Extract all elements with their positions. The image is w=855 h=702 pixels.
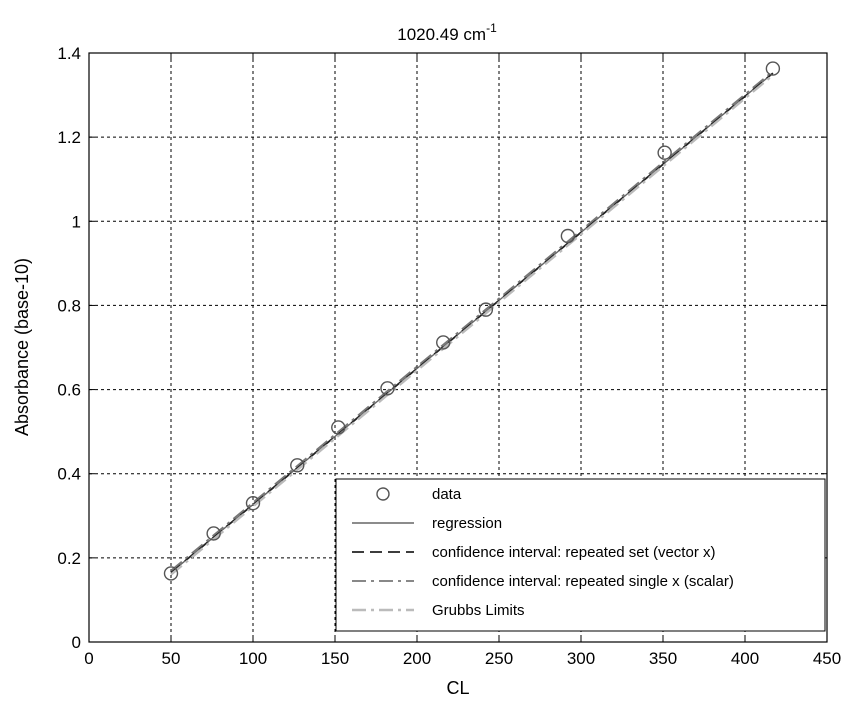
y-tick-label: 0 [72, 633, 81, 652]
y-axis-label: Absorbance (base-10) [12, 258, 32, 436]
data-point [657, 145, 672, 160]
y-tick-label: 1.2 [57, 128, 81, 147]
x-tick-label: 450 [813, 649, 841, 668]
data-point [436, 335, 451, 350]
series-line [170, 70, 774, 572]
y-tick-label: 0.8 [57, 296, 81, 315]
series-lines [170, 70, 774, 576]
series-line [170, 74, 774, 576]
y-tick-label: 0.4 [57, 465, 81, 484]
data-point [560, 228, 576, 244]
data-point [163, 566, 179, 581]
x-tick-label: 400 [731, 649, 759, 668]
legend: data regression confidence interval: repea… [335, 478, 826, 632]
chart-title: 1020.49 cm-1 [397, 21, 497, 44]
y-ticks: 0 0.2 0.4 0.6 0.8 1 1.2 1.4 [57, 44, 827, 652]
y-tick-label: 0.2 [57, 549, 81, 568]
plot-frame [88, 52, 828, 643]
x-tick-label: 250 [485, 649, 513, 668]
x-tick-label: 200 [403, 649, 431, 668]
chart-title-main: 1020.49 cm [397, 25, 486, 44]
y-tick-label: 0.6 [57, 381, 81, 400]
x-tick-label: 150 [321, 649, 349, 668]
legend-label: regression [432, 515, 502, 532]
y-tick-label: 1.4 [57, 44, 81, 63]
legend-marker [376, 487, 390, 501]
data-point [380, 381, 395, 396]
series-line [170, 72, 774, 574]
x-ticks: 0 50 100 150 200 250 300 350 400 450 [84, 53, 841, 668]
data-point [478, 302, 494, 317]
legend-box [335, 478, 826, 632]
data-point [331, 420, 346, 435]
x-tick-label: 50 [162, 649, 181, 668]
data-point [290, 458, 305, 473]
data-point [206, 526, 221, 541]
data-point [245, 495, 261, 511]
x-tick-label: 350 [649, 649, 677, 668]
y-tick-label: 1 [72, 212, 81, 231]
data-point [765, 61, 781, 76]
data-points [163, 61, 781, 581]
legend-label: data [432, 486, 462, 503]
legend-label: confidence interval: repeated single x (… [432, 573, 734, 590]
x-tick-label: 300 [567, 649, 595, 668]
x-tick-label: 100 [239, 649, 267, 668]
x-tick-label: 0 [84, 649, 93, 668]
legend-label: Grubbs Limits [432, 602, 525, 619]
legend-label: confidence interval: repeated set (vecto… [432, 544, 715, 561]
grid [89, 53, 827, 642]
chart-title-superscript: -1 [486, 21, 497, 35]
x-axis-label: CL [446, 678, 469, 698]
